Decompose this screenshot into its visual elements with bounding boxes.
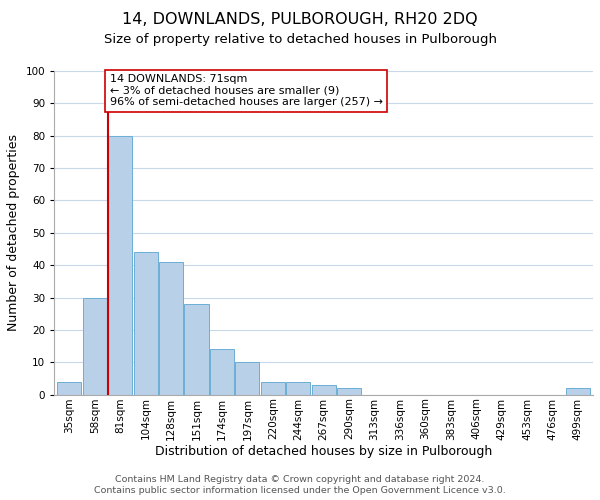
Bar (311, 385, 335, 394)
Bar (235, 362, 259, 394)
Bar (159, 262, 183, 394)
Text: Size of property relative to detached houses in Pulborough: Size of property relative to detached ho… (104, 32, 497, 46)
X-axis label: Distribution of detached houses by size in Pulborough: Distribution of detached houses by size … (155, 445, 492, 458)
Text: 14, DOWNLANDS, PULBOROUGH, RH20 2DQ: 14, DOWNLANDS, PULBOROUGH, RH20 2DQ (122, 12, 478, 28)
Bar (184, 304, 209, 394)
Bar (286, 382, 310, 394)
Text: Contains public sector information licensed under the Open Government Licence v3: Contains public sector information licen… (94, 486, 506, 495)
Bar (566, 388, 590, 394)
Bar (210, 350, 234, 395)
Bar (108, 136, 133, 394)
Bar (58, 382, 82, 394)
Text: 14 DOWNLANDS: 71sqm
← 3% of detached houses are smaller (9)
96% of semi-detached: 14 DOWNLANDS: 71sqm ← 3% of detached hou… (110, 74, 383, 108)
Text: Contains HM Land Registry data © Crown copyright and database right 2024.: Contains HM Land Registry data © Crown c… (115, 475, 485, 484)
Bar (134, 252, 158, 394)
Bar (337, 388, 361, 394)
Bar (83, 298, 107, 394)
Y-axis label: Number of detached properties: Number of detached properties (7, 134, 20, 332)
Bar (260, 382, 285, 394)
